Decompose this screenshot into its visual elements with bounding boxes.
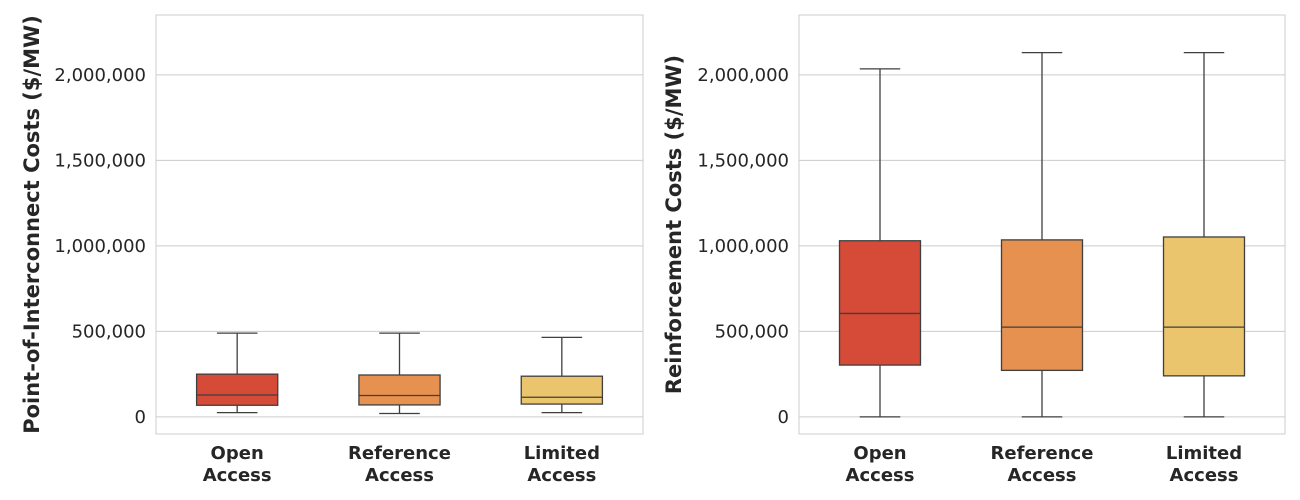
x-tick-label: Limited: [524, 443, 600, 464]
plot-frame: [798, 14, 1286, 435]
iqr-box: [195, 373, 279, 406]
iqr-box: [358, 374, 441, 406]
y-tick-label: 0: [778, 407, 789, 428]
x-tick-label: Open: [853, 443, 906, 464]
box-plot: [520, 336, 604, 414]
y-axis-label: Point-of-Interconnect Costs ($/MW): [20, 15, 44, 434]
reinforcement-costs-panel: 0 500,000 1,000,000 1,500,000 2,000,000 Reinf…: [662, 14, 1286, 486]
x-tick-label: Access: [203, 465, 272, 486]
y-tick-label: 1,000,000: [697, 236, 789, 257]
y-tick-label: 500,000: [72, 321, 146, 342]
iqr-box: [520, 375, 604, 405]
x-tick-label: Reference: [348, 443, 451, 464]
x-tick-label: Access: [846, 465, 915, 486]
iqr-box: [838, 240, 922, 366]
y-tick-label: 0: [135, 407, 146, 428]
x-tick-label: Access: [1008, 465, 1077, 486]
box-plot: [1000, 51, 1084, 418]
iqr-box: [1000, 239, 1084, 372]
y-tick-label: 1,000,000: [54, 236, 146, 257]
box-plot: [195, 332, 279, 414]
poi-costs-panel: 0 500,000 1,000,000 1,500,000 2,000,000 Point…: [20, 14, 644, 486]
box-plot: [1162, 51, 1246, 418]
y-tick-label: 1,500,000: [54, 150, 146, 171]
x-tick-label: Access: [365, 465, 434, 486]
x-tick-label: Access: [1170, 465, 1239, 486]
y-tick-label: 500,000: [715, 321, 789, 342]
x-tick-label: Reference: [991, 443, 1094, 464]
x-tick-label: Limited: [1166, 443, 1242, 464]
y-tick-label: 1,500,000: [697, 150, 789, 171]
y-tick-label: 2,000,000: [54, 65, 146, 86]
box-plot: [358, 332, 441, 415]
y-tick-label: 2,000,000: [697, 65, 789, 86]
x-tick-label: Access: [527, 465, 596, 486]
y-axis-label: Reinforcement Costs ($/MW): [662, 55, 686, 394]
x-tick-label: Open: [211, 443, 264, 464]
plot-frame: [155, 14, 644, 435]
box-plot: [838, 68, 922, 418]
iqr-box: [1162, 236, 1246, 377]
